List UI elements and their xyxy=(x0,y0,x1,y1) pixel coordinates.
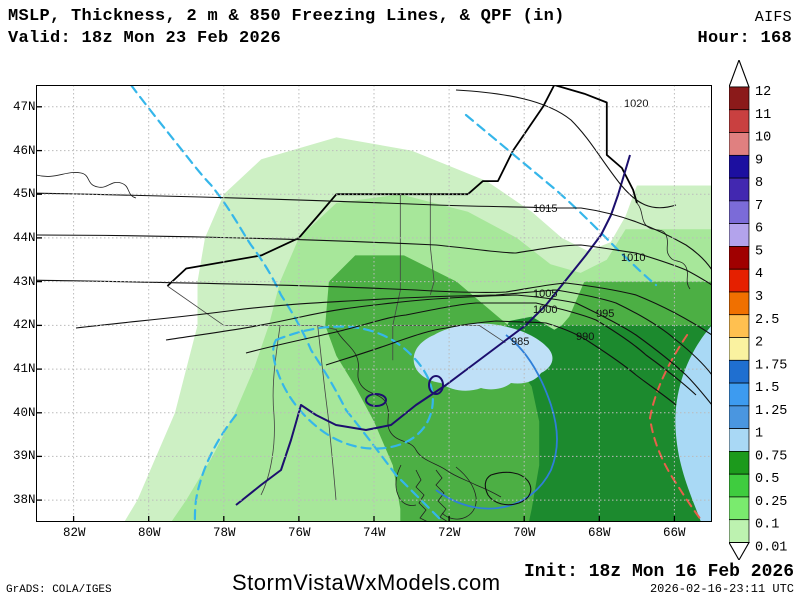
svg-text:1: 1 xyxy=(755,427,763,442)
svg-text:0.25: 0.25 xyxy=(755,495,787,510)
svg-text:0.1: 0.1 xyxy=(755,518,779,533)
svg-text:6: 6 xyxy=(755,222,763,237)
svg-text:0.75: 0.75 xyxy=(755,449,787,464)
svg-text:2: 2 xyxy=(755,336,763,351)
svg-text:1.25: 1.25 xyxy=(755,404,787,419)
svg-text:11: 11 xyxy=(755,108,771,123)
svg-text:12: 12 xyxy=(755,85,771,100)
svg-text:10: 10 xyxy=(755,131,771,146)
svg-text:8: 8 xyxy=(755,176,763,191)
svg-text:0.01: 0.01 xyxy=(755,541,787,556)
svg-text:3: 3 xyxy=(755,290,763,305)
svg-text:1.5: 1.5 xyxy=(755,381,779,396)
svg-text:2.5: 2.5 xyxy=(755,313,779,328)
svg-text:9: 9 xyxy=(755,153,763,168)
svg-text:5: 5 xyxy=(755,244,763,259)
svg-text:7: 7 xyxy=(755,199,763,214)
svg-text:1.75: 1.75 xyxy=(755,358,787,373)
svg-text:4: 4 xyxy=(755,267,763,282)
svg-text:0.5: 0.5 xyxy=(755,472,779,487)
